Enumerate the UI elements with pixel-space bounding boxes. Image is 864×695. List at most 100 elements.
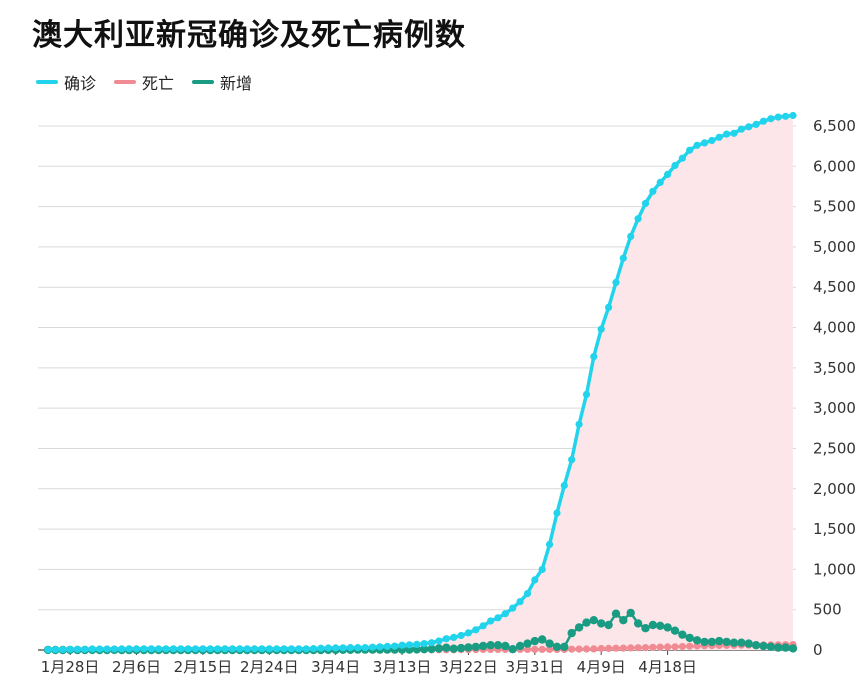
confirmed-point	[516, 598, 524, 606]
new-cases-point	[530, 636, 539, 646]
new-cases-point	[538, 635, 547, 644]
new-cases-point	[729, 638, 739, 647]
new-cases-point	[434, 644, 444, 653]
confirmed-point	[44, 646, 52, 654]
deaths-point	[612, 644, 620, 652]
confirmed-point	[206, 645, 214, 653]
confirmed-point	[774, 113, 782, 121]
confirmed-point	[487, 617, 495, 625]
confirmed-point	[228, 645, 236, 653]
confirmed-point	[103, 645, 111, 653]
new-cases-point	[715, 636, 724, 646]
confirmed-point	[317, 644, 325, 652]
new-cases-point	[737, 638, 746, 647]
new-cases-point	[744, 639, 753, 648]
confirmed-point	[265, 645, 273, 653]
confirmed-point	[199, 645, 207, 653]
confirmed-point	[287, 645, 295, 653]
confirmed-point	[472, 626, 480, 634]
confirmed-point	[553, 509, 561, 517]
legend-swatch-deaths	[114, 80, 137, 84]
confirmed-point	[619, 254, 627, 262]
y-tick-label: 5,000	[813, 238, 856, 256]
chart-title: 澳大利亚新冠确诊及死亡病例数	[32, 18, 466, 53]
deaths-point	[686, 642, 694, 650]
confirmed-point	[523, 590, 532, 598]
deaths-point	[649, 643, 657, 651]
legend-item-new[interactable]: 新增	[192, 70, 252, 94]
confirmed-point	[324, 644, 332, 652]
deaths-point	[523, 645, 532, 654]
confirmed-point	[715, 133, 723, 141]
new-cases-point	[515, 641, 525, 651]
new-cases-point	[766, 642, 776, 651]
confirmed-point	[413, 640, 421, 649]
confirmed-point	[398, 641, 406, 649]
new-cases-point	[567, 628, 576, 638]
new-cases-point	[641, 624, 650, 633]
x-tick-label: 3月22日	[439, 658, 498, 676]
new-cases-point	[560, 642, 569, 651]
confirmed-point	[649, 187, 657, 195]
confirmed-point	[590, 353, 598, 361]
confirmed-point	[118, 645, 126, 653]
confirmed-point	[66, 645, 74, 653]
confirmed-area	[48, 115, 793, 650]
confirmed-point	[302, 645, 310, 653]
confirmed-point	[782, 112, 790, 120]
y-tick-label: 5,500	[813, 198, 856, 216]
confirmed-point	[457, 631, 465, 640]
confirmed-point	[162, 645, 170, 653]
confirmed-point	[273, 645, 281, 653]
confirmed-point	[582, 390, 591, 398]
legend-swatch-new	[192, 80, 215, 84]
legend-item-deaths[interactable]: 死亡	[114, 70, 174, 94]
deaths-point	[627, 644, 635, 652]
deaths-point	[568, 645, 576, 653]
deaths-point	[605, 644, 613, 653]
deaths-point	[664, 643, 672, 651]
confirmed-point	[376, 643, 384, 651]
confirmed-point	[236, 645, 244, 653]
new-cases-point	[722, 637, 731, 647]
confirmed-point	[700, 139, 709, 147]
new-cases-point	[611, 609, 621, 618]
confirmed-point	[767, 115, 775, 123]
confirmed-point	[184, 645, 192, 653]
new-cases-point	[582, 618, 591, 627]
confirmed-point	[346, 644, 354, 652]
new-cases-point	[471, 642, 480, 652]
chart-legend: 确诊 死亡 新增	[36, 70, 252, 94]
y-tick-label: 1,500	[813, 520, 856, 538]
x-tick-label: 2月24日	[240, 658, 299, 676]
confirmed-point	[339, 644, 347, 652]
confirmed-point	[671, 161, 679, 170]
new-cases-point	[700, 637, 709, 647]
new-cases-point	[759, 641, 768, 651]
confirmed-point	[295, 645, 303, 653]
new-cases-point	[788, 644, 798, 653]
x-tick-label: 3月4日	[311, 658, 360, 676]
confirmed-point	[450, 633, 458, 642]
confirmed-point	[612, 278, 620, 286]
new-cases-point	[648, 620, 658, 630]
deaths-point	[693, 642, 701, 650]
new-cases-point	[692, 636, 702, 645]
confirmed-point	[258, 645, 266, 653]
confirmed-point	[383, 642, 391, 651]
y-tick-label: 6,500	[813, 117, 856, 135]
confirmed-point	[605, 303, 613, 311]
new-cases-point	[597, 619, 606, 628]
deaths-point	[619, 644, 627, 652]
confirmed-point	[494, 614, 502, 622]
deaths-point	[582, 645, 591, 653]
confirmed-point	[568, 456, 576, 464]
confirmed-point	[678, 154, 687, 162]
new-cases-point	[685, 633, 694, 643]
confirmed-point	[420, 640, 428, 648]
confirmed-point	[435, 637, 443, 645]
confirmed-point	[81, 645, 89, 653]
confirmed-point	[664, 170, 672, 178]
new-cases-point	[456, 643, 466, 653]
legend-item-confirmed[interactable]: 确诊	[36, 70, 96, 94]
